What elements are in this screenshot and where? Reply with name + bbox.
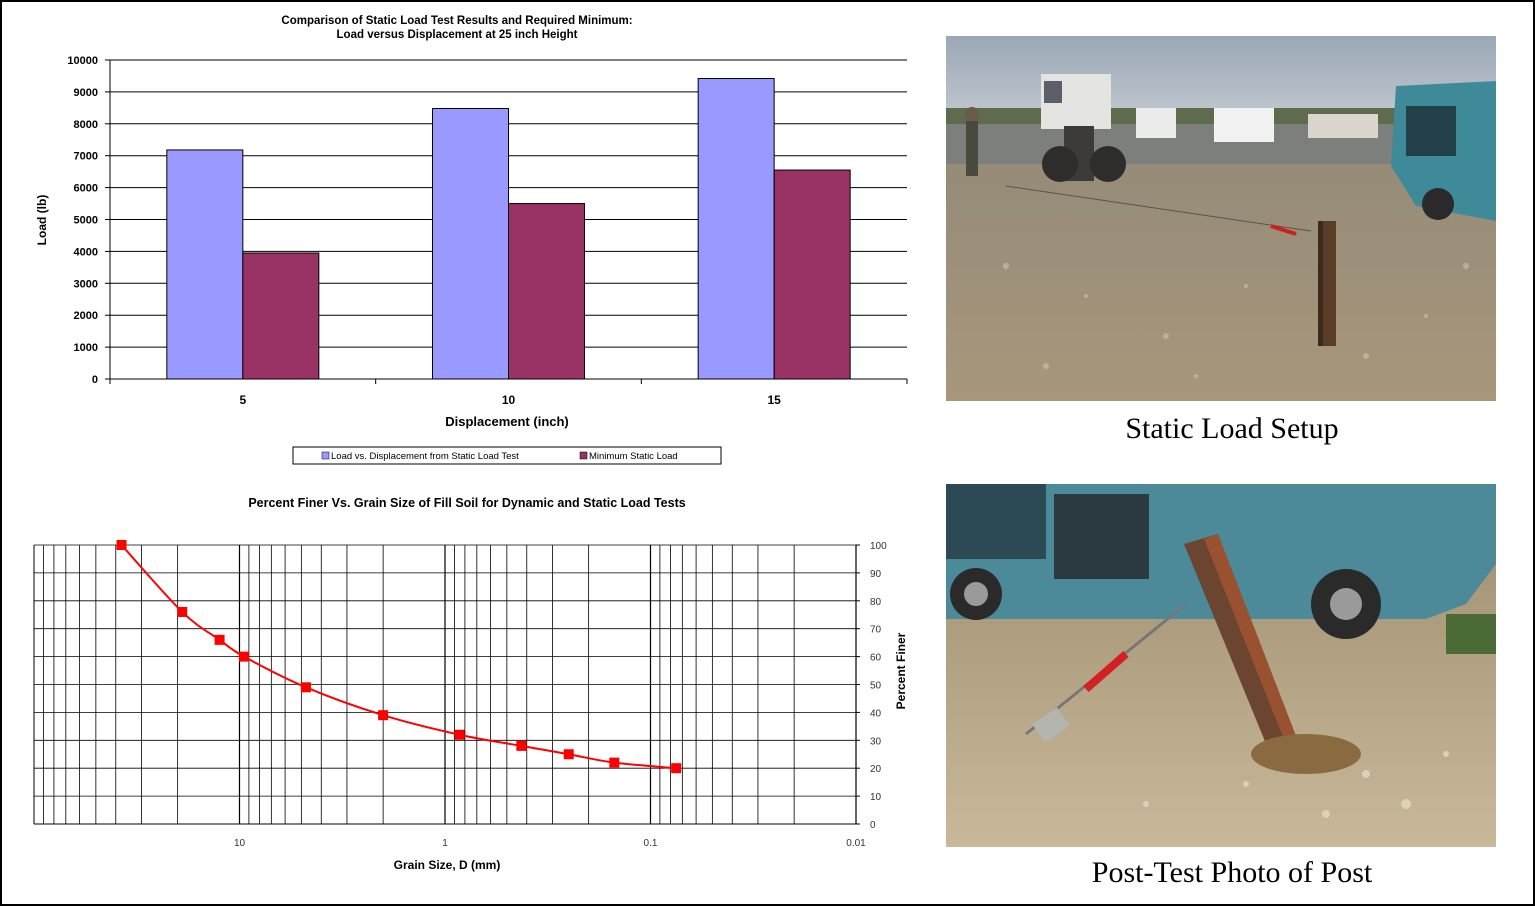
bar-y-tick-label: 9000 <box>74 87 98 99</box>
static-load-setup-caption: Static Load Setup <box>1125 412 1339 445</box>
grain-curve <box>120 544 677 770</box>
grain-chart-ylabel: Percent Finer <box>894 632 908 709</box>
bar-y-tick-label: 2000 <box>74 310 98 322</box>
grain-data-point <box>378 710 389 721</box>
grain-x-tick-label: 10 <box>234 838 246 849</box>
grain-data-point <box>214 634 225 645</box>
grain-y-tick-label: 10 <box>870 792 882 803</box>
grain-data-point <box>239 651 250 662</box>
grain-chart-title: Percent Finer Vs. Grain Size of Fill Soi… <box>248 496 685 510</box>
bar-y-tick-label: 1000 <box>74 342 98 354</box>
grain-data-point <box>116 540 127 550</box>
grain-y-tick-label: 70 <box>870 625 882 636</box>
grain-y-tick-label: 20 <box>870 764 882 775</box>
bar-x-tick-label: 10 <box>502 393 516 407</box>
grain-y-tick-label: 50 <box>870 681 882 692</box>
grain-y-tick-label: 40 <box>870 708 882 719</box>
bar-test-load <box>166 149 244 380</box>
bar-chart-legend: Load vs. Displacement from Static Load T… <box>292 446 722 465</box>
bar-y-tick-label: 8000 <box>74 119 98 131</box>
grain-data-point <box>609 757 620 768</box>
grain-data-point <box>671 763 682 774</box>
cell-grain-chart <box>0 469 931 906</box>
grain-y-tick-label: 60 <box>870 653 882 664</box>
grain-x-tick-label: 0.1 <box>644 838 658 849</box>
bar-chart: Comparison of Static Load Test Results a… <box>35 15 908 465</box>
grain-data-point <box>563 749 574 760</box>
grain-data-point <box>177 606 188 617</box>
bar-y-tick-label: 4000 <box>74 246 98 258</box>
grain-size-chart: Percent Finer Vs. Grain Size of Fill Soi… <box>33 496 908 872</box>
static-load-setup-photo <box>946 36 1496 401</box>
bar-chart-title-line1: Comparison of Static Load Test Results a… <box>281 15 632 27</box>
bar-chart-xlabel: Displacement (inch) <box>445 414 569 429</box>
grain-data-point <box>516 740 527 751</box>
grain-x-tick-label: 0.01 <box>846 838 866 849</box>
grain-y-tick-label: 90 <box>870 569 882 580</box>
grain-y-tick-label: 100 <box>870 541 887 552</box>
bar-x-tick-label: 5 <box>239 393 246 407</box>
grain-y-tick-label: 30 <box>870 736 882 747</box>
bar-chart-ylabel: Load (lb) <box>35 195 49 246</box>
legend-swatch-test <box>321 451 330 460</box>
legend-label-test: Load vs. Displacement from Static Load T… <box>331 451 519 462</box>
bar-y-tick-label: 6000 <box>74 183 98 195</box>
grain-y-tick-label: 0 <box>870 820 876 831</box>
bar-y-tick-label: 5000 <box>74 215 98 227</box>
bar-y-tick-label: 0 <box>92 374 98 386</box>
bar-y-tick-label: 10000 <box>67 55 98 67</box>
bar-chart-title-line2: Load versus Displacement at 25 inch Heig… <box>337 29 578 41</box>
post-test-caption: Post-Test Photo of Post <box>1091 856 1373 889</box>
bar-x-tick-label: 15 <box>767 393 781 407</box>
bar-y-tick-label: 7000 <box>74 151 98 163</box>
grain-x-tick-label: 1 <box>442 838 448 849</box>
bar-test-load <box>697 78 775 380</box>
bar-minimum-load <box>508 203 585 380</box>
bar-test-load <box>432 107 509 380</box>
grain-chart-xlabel: Grain Size, D (mm) <box>394 858 501 872</box>
bar-minimum-load <box>773 169 851 380</box>
grain-data-point <box>454 729 465 740</box>
bar-minimum-load <box>242 252 320 380</box>
bar-y-tick-label: 3000 <box>74 278 98 290</box>
legend-swatch-min <box>579 451 588 460</box>
grain-y-tick-label: 80 <box>870 597 882 608</box>
post-test-photo <box>946 484 1496 847</box>
legend-label-min: Minimum Static Load <box>589 451 678 462</box>
grain-data-point <box>300 682 311 693</box>
